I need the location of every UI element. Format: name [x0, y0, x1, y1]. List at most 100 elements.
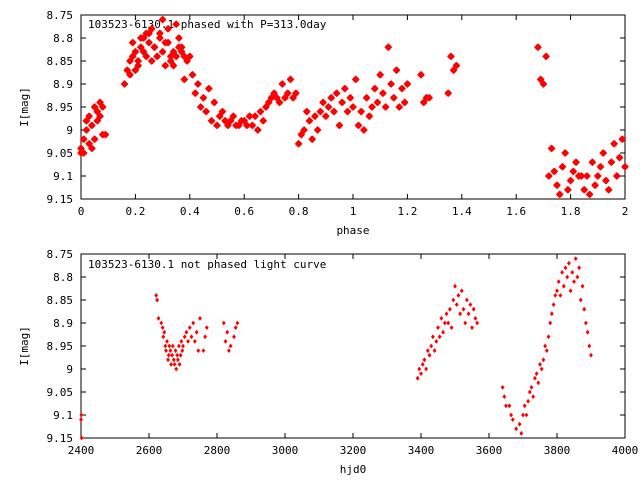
y-tick-label: 8.85	[47, 55, 74, 68]
data-point	[442, 320, 447, 326]
phased-panel: 103523-6130.1 phased with P=313.0day pha…	[18, 9, 629, 237]
data-point	[514, 426, 519, 432]
data-point	[187, 325, 192, 330]
x-tick-label: 2800	[204, 444, 231, 457]
data-point	[170, 343, 175, 349]
data-point	[204, 325, 209, 330]
data-point	[441, 329, 446, 335]
data-point	[417, 70, 425, 79]
data-point	[509, 412, 514, 418]
data-point	[539, 80, 548, 88]
data-point	[156, 29, 164, 38]
data-point	[456, 293, 461, 298]
data-point	[534, 371, 539, 376]
data-point	[596, 162, 605, 171]
data-point	[621, 162, 629, 171]
data-point	[79, 435, 84, 441]
data-point	[447, 306, 452, 312]
data-point	[362, 93, 371, 102]
x-tick-label: 1.2	[397, 205, 417, 218]
data-point	[305, 116, 314, 125]
unphased-panel: 103523-6130.1 not phased light curve hjd…	[18, 248, 638, 476]
x-axis-label: hjd0	[340, 463, 367, 476]
data-point	[610, 139, 618, 148]
data-point	[213, 121, 221, 130]
data-point	[466, 311, 471, 317]
data-point	[192, 339, 197, 344]
data-point	[233, 325, 238, 330]
data-point	[475, 320, 480, 326]
data-point	[524, 412, 529, 418]
x-tick-label: 0.6	[234, 205, 254, 218]
data-point	[160, 325, 165, 330]
data-point	[519, 431, 524, 436]
data-point	[454, 302, 459, 307]
data-point	[558, 162, 567, 171]
data-point	[308, 135, 317, 144]
data-point	[502, 394, 507, 399]
data-point	[403, 80, 412, 88]
data-point	[172, 52, 181, 61]
data-point	[235, 320, 240, 326]
data-point	[463, 320, 468, 326]
data-point	[166, 352, 171, 358]
x-tick-label: 0.8	[289, 205, 309, 218]
data-point	[156, 316, 161, 321]
data-point	[582, 306, 587, 312]
data-point	[439, 316, 444, 321]
data-point	[591, 181, 599, 190]
data-point	[330, 107, 338, 116]
data-point	[468, 302, 473, 307]
data-point	[534, 43, 542, 52]
data-point	[283, 89, 292, 98]
data-point	[178, 352, 183, 358]
data-point	[167, 343, 172, 349]
data-point	[419, 371, 423, 376]
data-point	[527, 389, 532, 395]
data-point	[181, 343, 185, 349]
data-point	[313, 126, 322, 134]
data-point	[556, 279, 561, 284]
data-point	[85, 112, 94, 121]
data-point	[564, 185, 572, 194]
data-point	[569, 167, 578, 176]
y-tick-label: 9.05	[47, 147, 74, 160]
data-point	[253, 126, 262, 134]
data-point	[196, 103, 205, 111]
data-point	[164, 348, 168, 353]
data-point	[327, 93, 336, 102]
data-point	[136, 34, 145, 42]
x-tick-label: 1.8	[561, 205, 581, 218]
data-point	[532, 375, 537, 381]
data-point	[245, 112, 254, 121]
data-point	[154, 293, 159, 298]
data-point	[368, 103, 376, 111]
y-tick-label: 8.95	[47, 340, 74, 353]
data-point	[500, 385, 505, 390]
data-point	[120, 80, 129, 88]
data-point	[551, 302, 556, 307]
data-point	[417, 366, 422, 372]
data-point	[177, 343, 181, 349]
data-point	[79, 135, 88, 144]
data-point	[300, 126, 308, 134]
data-point	[561, 283, 566, 289]
data-point	[346, 93, 355, 102]
data-point	[351, 75, 360, 84]
plot-annotation: 103523-6130.1 phased with P=313.0day	[88, 18, 327, 31]
data-point	[172, 20, 181, 29]
data-point	[542, 52, 550, 61]
data-point	[612, 172, 621, 180]
data-point	[101, 130, 110, 139]
data-point	[572, 158, 580, 167]
data-point	[179, 339, 184, 344]
data-point	[128, 52, 137, 61]
data-point	[430, 334, 435, 340]
data-point	[543, 343, 548, 349]
data-point	[150, 43, 159, 52]
data-point	[565, 274, 570, 280]
data-point	[526, 398, 531, 404]
data-point	[541, 357, 546, 363]
data-point	[585, 190, 594, 199]
data-point	[510, 417, 515, 422]
